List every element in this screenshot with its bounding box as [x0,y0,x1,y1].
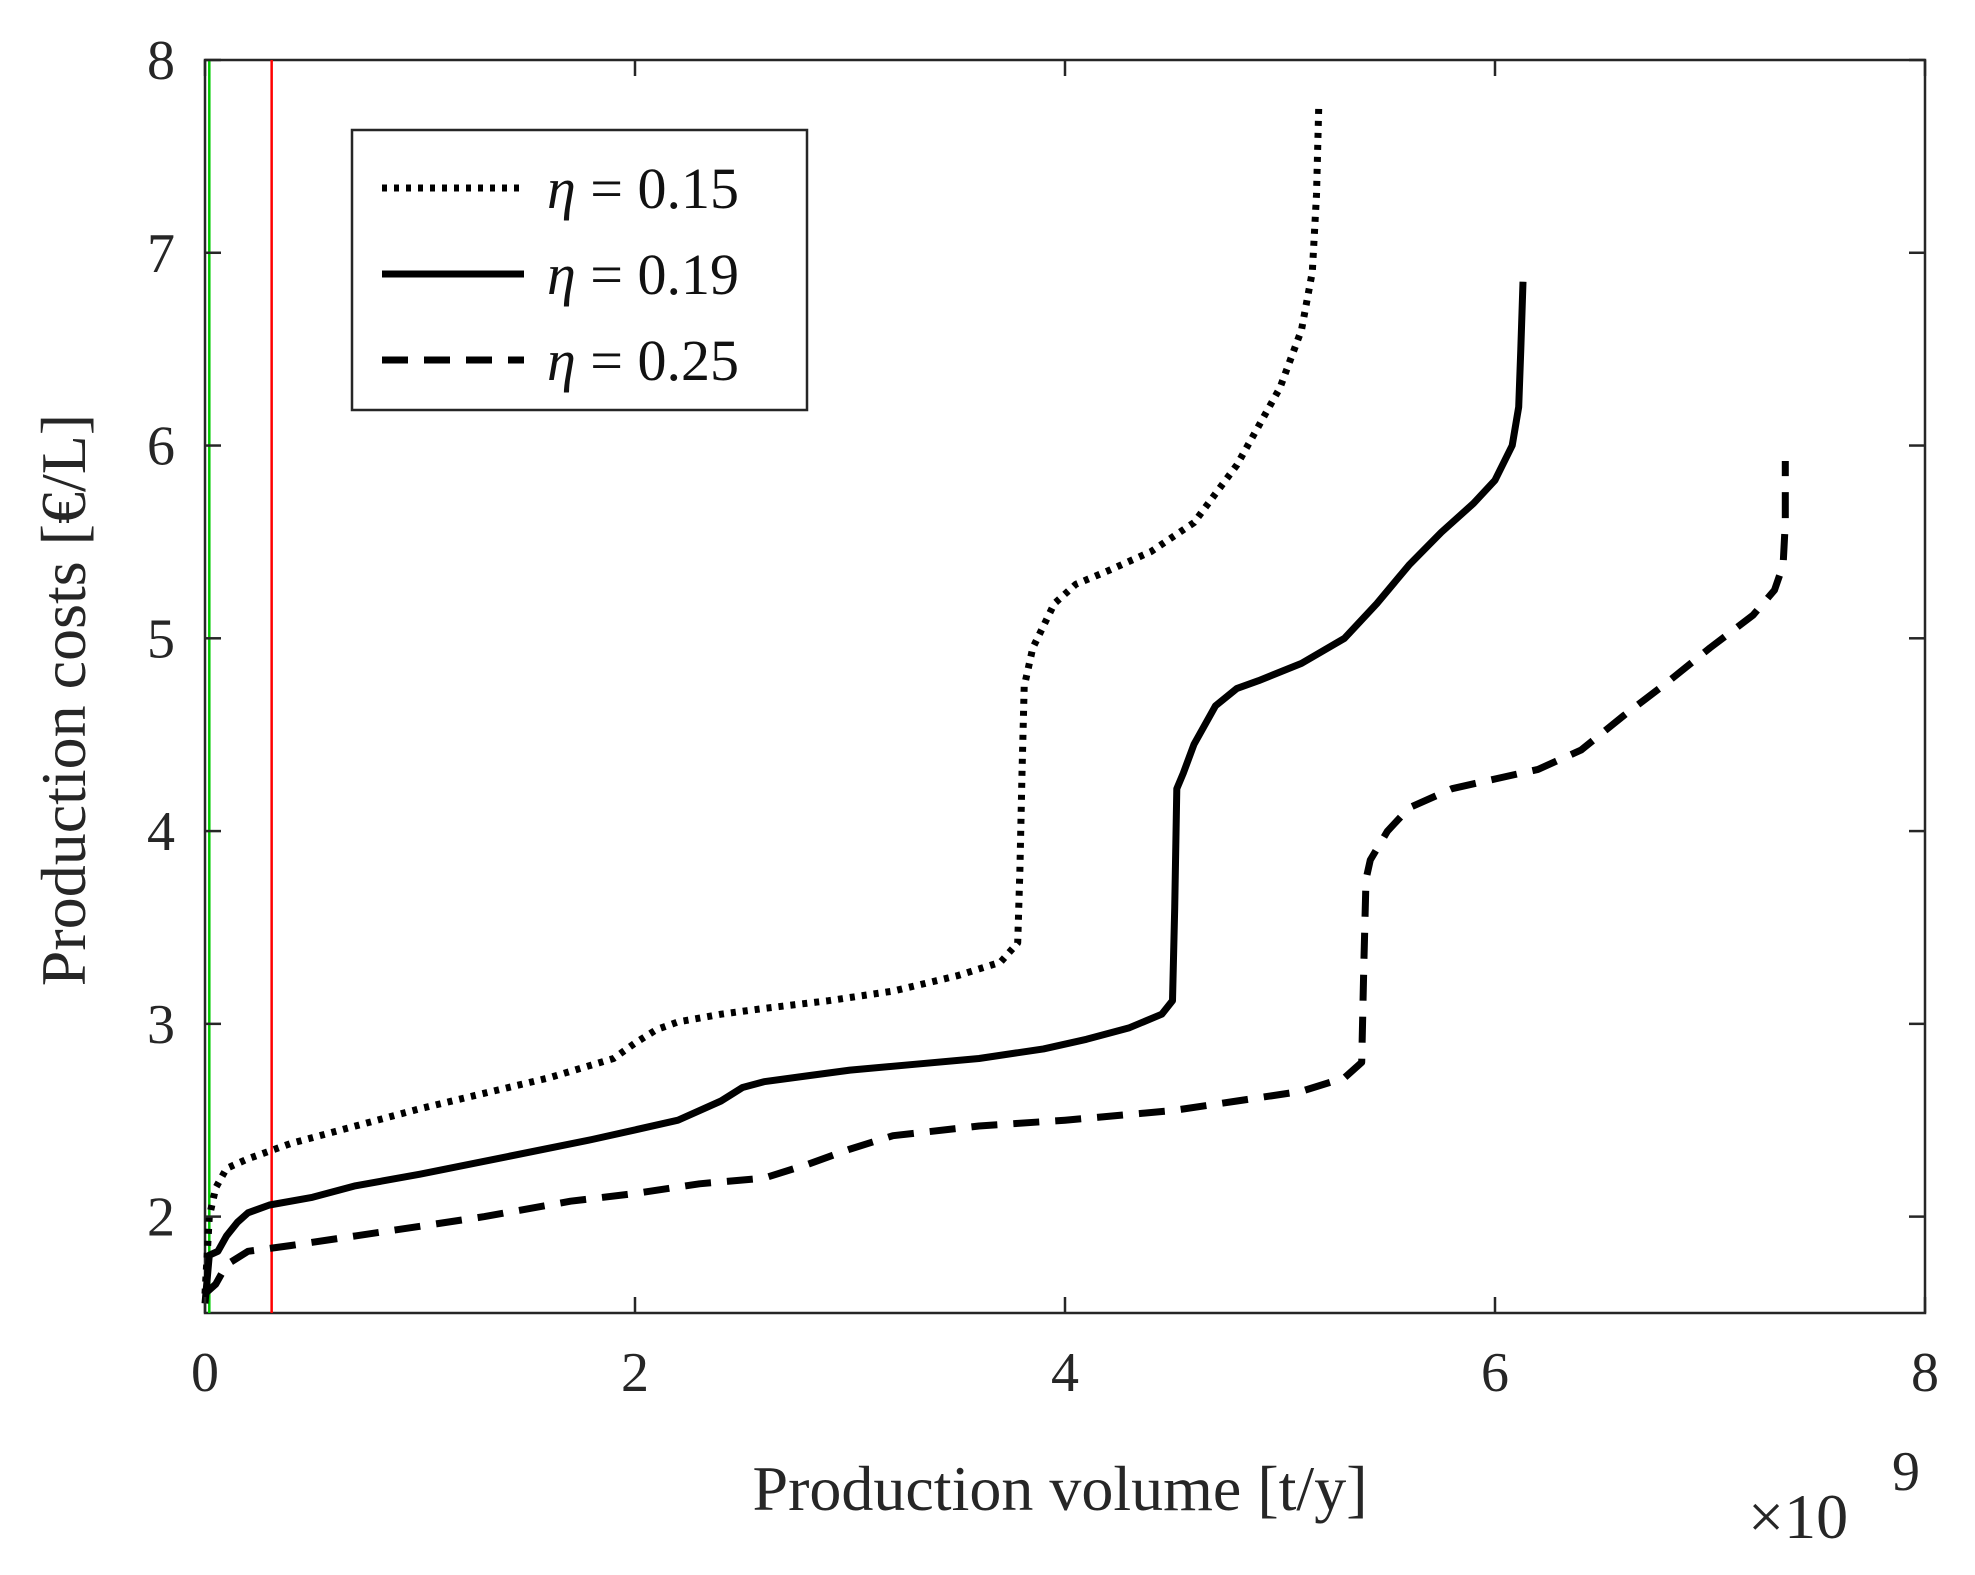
legend-label-eta-0.15: η = 0.15 [547,156,739,221]
ticks-layer: 0 2 4 6 8 2 3 4 5 6 7 8 [147,30,1939,1404]
y-tick-label-7: 7 [147,223,175,285]
y-tick-label-2: 2 [147,1187,175,1249]
reference-lines [208,60,273,1313]
legend-value-text: = 0.25 [576,328,739,393]
legend: η = 0.15η = 0.19η = 0.25 [350,128,809,412]
x-axis-title: Production volume [t/y] [752,1453,1367,1524]
legend-label-eta-0.19: η = 0.19 [547,242,739,307]
x-multiplier-label: ×10 [1748,1481,1848,1552]
x-tick-label-6: 6 [1481,1342,1509,1404]
series-line-eta-0.25 [202,461,1789,1297]
legend-value-text: = 0.15 [576,156,739,221]
x-tick-label-2: 2 [621,1342,649,1404]
y-tick-label-8: 8 [147,30,175,92]
legend-value-text: = 0.19 [576,242,739,307]
series-layer [201,108,1789,1304]
y-tick-label-3: 3 [147,994,175,1056]
legend-label-eta-0.25: η = 0.25 [547,328,739,393]
y-tick-label-5: 5 [147,608,175,670]
x-tick-label-4: 4 [1051,1342,1079,1404]
y-tick-label-4: 4 [147,801,175,863]
legend-eta-symbol: η [547,328,576,393]
x-axis-exponent: ×10 9 [1748,1441,1920,1552]
x-exponent-label: 9 [1892,1441,1920,1503]
x-tick-label-0: 0 [191,1342,219,1404]
y-axis-title: Production costs [€/L] [28,414,99,986]
series-line-eta-0.19 [201,281,1527,1304]
legend-eta-symbol: η [547,242,576,307]
x-tick-label-8: 8 [1911,1342,1939,1404]
legend-eta-symbol: η [547,156,576,221]
series-line-eta-0.15 [201,108,1323,1294]
y-tick-label-6: 6 [147,416,175,478]
